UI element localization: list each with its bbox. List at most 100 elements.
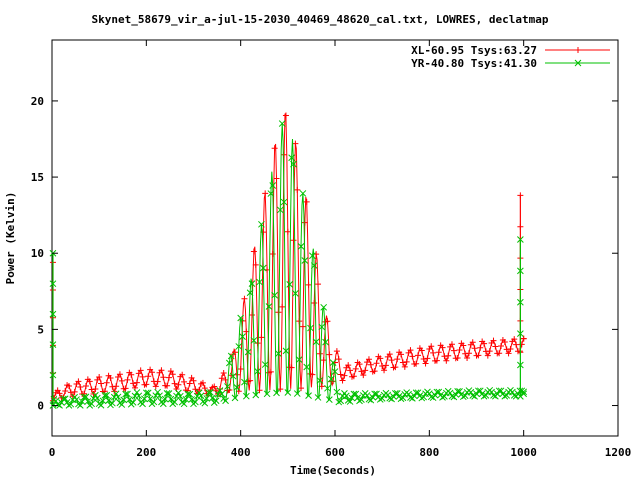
data-point — [310, 262, 318, 269]
data-point — [292, 290, 299, 297]
data-point — [450, 347, 457, 354]
data-point — [471, 345, 478, 352]
data-point — [248, 312, 255, 319]
data-point — [365, 395, 373, 403]
data-point — [201, 399, 209, 407]
x-tick-label: 200 — [136, 446, 156, 459]
x-tick-label: 400 — [231, 446, 251, 459]
data-point — [367, 361, 374, 368]
data-point — [227, 352, 235, 360]
data-point — [254, 340, 261, 347]
data-point — [244, 348, 252, 356]
data-point — [160, 374, 167, 381]
data-point — [216, 387, 224, 394]
data-point — [496, 350, 503, 357]
data-point — [284, 389, 292, 396]
data-point — [398, 351, 405, 358]
spike-point — [517, 298, 524, 306]
y-tick-label: 5 — [37, 323, 44, 336]
data-point — [465, 350, 472, 357]
data-point — [297, 243, 305, 250]
data-point — [435, 388, 443, 396]
data-point — [78, 398, 86, 406]
data-point — [320, 357, 327, 364]
data-point — [352, 365, 359, 372]
data-point — [298, 385, 305, 392]
data-point — [224, 383, 231, 390]
data-point — [220, 370, 227, 377]
end-point — [520, 335, 527, 342]
x-axis-label: Time(Seconds) — [290, 464, 376, 477]
data-point — [327, 375, 335, 383]
data-point — [258, 220, 265, 228]
data-point — [71, 388, 78, 395]
data-point — [88, 400, 95, 408]
data-point — [154, 378, 161, 385]
data-point — [309, 252, 316, 260]
data-point — [490, 337, 497, 344]
data-point — [150, 398, 158, 406]
end-point — [520, 388, 528, 396]
data-point — [109, 399, 116, 407]
data-point — [399, 359, 406, 366]
data-point — [295, 356, 303, 364]
data-point — [145, 373, 152, 380]
data-point — [292, 140, 299, 147]
data-point — [93, 394, 101, 402]
data-point — [180, 400, 188, 408]
data-point — [284, 228, 291, 235]
y-tick-label: 15 — [31, 171, 44, 184]
data-point — [148, 369, 155, 376]
data-point — [92, 385, 99, 392]
data-point — [67, 389, 74, 396]
data-point — [175, 381, 182, 388]
data-point — [113, 383, 120, 390]
data-point — [135, 392, 143, 400]
data-point — [409, 353, 416, 360]
data-point — [276, 206, 284, 214]
data-point — [333, 348, 340, 355]
data-point — [107, 375, 114, 382]
data-point — [430, 349, 437, 356]
data-point — [207, 389, 214, 396]
data-point — [186, 380, 193, 387]
data-point — [188, 396, 195, 403]
data-point — [456, 387, 463, 395]
data-point — [303, 363, 311, 371]
spike-point — [517, 267, 524, 275]
data-point — [237, 314, 245, 322]
data-point — [324, 318, 331, 325]
data-point — [386, 394, 394, 402]
data-point — [363, 392, 371, 399]
data-point — [407, 347, 414, 354]
data-point — [218, 375, 225, 382]
x-tick-label: 600 — [325, 446, 345, 459]
data-point — [67, 400, 75, 408]
data-point — [182, 395, 190, 403]
data-point — [75, 378, 82, 385]
data-point — [165, 390, 173, 397]
data-point — [175, 389, 182, 397]
data-point — [392, 364, 399, 371]
data-point — [201, 385, 208, 392]
data-point — [88, 386, 95, 393]
data-point — [469, 339, 476, 346]
data-point — [339, 377, 346, 384]
spike-point — [49, 280, 57, 288]
data-point — [316, 350, 323, 357]
data-point — [97, 401, 105, 409]
data-point — [518, 341, 525, 348]
data-point — [413, 360, 420, 367]
data-point — [280, 198, 288, 206]
data-point — [241, 378, 248, 386]
data-point — [231, 394, 239, 402]
data-point — [354, 394, 361, 402]
data-point — [98, 380, 105, 387]
data-point — [333, 388, 341, 396]
data-point — [277, 386, 284, 393]
series-line — [53, 123, 525, 406]
data-point — [386, 351, 393, 358]
series-line — [53, 113, 525, 400]
data-point — [181, 378, 188, 385]
data-point — [171, 380, 178, 387]
